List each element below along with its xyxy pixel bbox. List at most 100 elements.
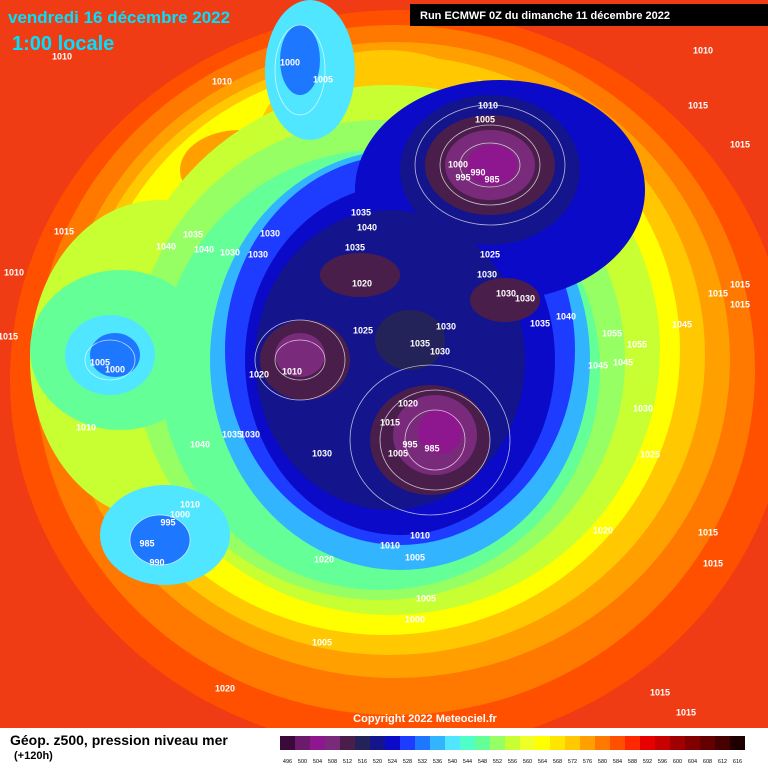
pressure-label: 1005 xyxy=(90,357,110,367)
scale-swatch xyxy=(715,736,730,750)
pressure-label: 1015 xyxy=(676,707,696,717)
pressure-label: 1035 xyxy=(345,242,365,252)
scale-swatch xyxy=(580,736,595,750)
scale-swatch xyxy=(670,736,685,750)
scale-label: 528 xyxy=(403,759,412,765)
pressure-label: 1020 xyxy=(249,369,269,379)
pressure-label: 1030 xyxy=(477,269,497,279)
pressure-label: 1030 xyxy=(240,429,260,439)
pressure-label: 1005 xyxy=(405,552,425,562)
scale-label: 532 xyxy=(418,759,427,765)
scale-label: 548 xyxy=(478,759,487,765)
legend-subtitle: (+120h) xyxy=(14,750,53,762)
pressure-label: 1000 xyxy=(448,159,468,169)
scale-swatch xyxy=(430,736,445,750)
pressure-label: 1000 xyxy=(280,57,300,67)
scale-swatch xyxy=(520,736,535,750)
pressure-label: 1020 xyxy=(314,554,334,564)
scale-swatch xyxy=(655,736,670,750)
pressure-label: 985 xyxy=(484,174,499,184)
pressure-label: 995 xyxy=(402,439,417,449)
pressure-label: 1015 xyxy=(730,139,750,149)
legend-title: Géop. z500, pression niveau mer xyxy=(10,732,228,748)
scale-label: 608 xyxy=(703,759,712,765)
pressure-label: 1025 xyxy=(640,449,660,459)
scale-label: 536 xyxy=(433,759,442,765)
pressure-label: 1005 xyxy=(475,114,495,124)
pressure-label: 1010 xyxy=(4,267,24,277)
scale-label: 504 xyxy=(313,759,322,765)
pressure-label: 995 xyxy=(160,517,175,527)
run-banner xyxy=(410,4,768,26)
pressure-label: 1055 xyxy=(602,328,622,338)
scale-label: 508 xyxy=(328,759,337,765)
scale-label: 524 xyxy=(388,759,397,765)
scale-label: 564 xyxy=(538,759,547,765)
pressure-label: 1025 xyxy=(480,249,500,259)
scale-swatch xyxy=(355,736,370,750)
scale-label: 576 xyxy=(583,759,592,765)
scale-label: 568 xyxy=(553,759,562,765)
pressure-label: 1015 xyxy=(730,279,750,289)
pressure-label: 1015 xyxy=(730,299,750,309)
scale-label: 604 xyxy=(688,759,697,765)
scale-swatch xyxy=(505,736,520,750)
scale-swatch xyxy=(385,736,400,750)
pressure-label: 1030 xyxy=(633,403,653,413)
scale-label: 572 xyxy=(568,759,577,765)
pressure-label: 1005 xyxy=(313,74,333,84)
scale-label: 560 xyxy=(523,759,532,765)
pressure-label: 1035 xyxy=(183,229,203,239)
scale-swatch xyxy=(490,736,505,750)
pressure-label: 1055 xyxy=(627,339,647,349)
pressure-label: 1020 xyxy=(215,683,235,693)
pressure-label: 1045 xyxy=(672,319,692,329)
pressure-label: 1030 xyxy=(496,288,516,298)
scale-swatch xyxy=(460,736,475,750)
scale-swatch xyxy=(340,736,355,750)
pressure-label: 1015 xyxy=(703,558,723,568)
scale-swatch xyxy=(475,736,490,750)
scale-swatch xyxy=(700,736,715,750)
pressure-label: 1040 xyxy=(357,222,377,232)
pressure-label: 1000 xyxy=(105,364,125,374)
pressure-label: 1000 xyxy=(170,509,190,519)
scale-label: 512 xyxy=(343,759,352,765)
pressure-label: 1005 xyxy=(416,593,436,603)
scale-label: 540 xyxy=(448,759,457,765)
pressure-label: 1045 xyxy=(588,360,608,370)
pressure-label: 1015 xyxy=(698,527,718,537)
scale-label: 580 xyxy=(598,759,607,765)
pressure-label: 1010 xyxy=(76,422,96,432)
scale-label: 588 xyxy=(628,759,637,765)
scale-swatch xyxy=(550,736,565,750)
scale-swatch xyxy=(415,736,430,750)
scale-label: 596 xyxy=(658,759,667,765)
pressure-label: 985 xyxy=(139,538,154,548)
pressure-label: 1040 xyxy=(156,241,176,251)
pressure-label: 1025 xyxy=(353,325,373,335)
pressure-label: 1030 xyxy=(312,448,332,458)
scale-label: 516 xyxy=(358,759,367,765)
scale-label: 496 xyxy=(283,759,292,765)
pressure-label: 1010 xyxy=(180,499,200,509)
pressure-label: 1030 xyxy=(436,321,456,331)
scale-label: 600 xyxy=(673,759,682,765)
pressure-label: 1015 xyxy=(54,226,74,236)
forecast-time: 1:00 locale xyxy=(12,33,114,55)
pressure-label: 1015 xyxy=(688,100,708,110)
pressure-label: 1015 xyxy=(0,331,18,341)
scale-swatch xyxy=(595,736,610,750)
forecast-date: vendredi 16 décembre 2022 xyxy=(8,8,230,27)
copyright: Copyright 2022 Meteociel.fr xyxy=(353,713,497,725)
pressure-label: 1015 xyxy=(708,288,728,298)
pressure-label: 1040 xyxy=(190,439,210,449)
pressure-label: 1030 xyxy=(220,247,240,257)
scale-swatch xyxy=(370,736,385,750)
pressure-label: 1010 xyxy=(693,45,713,55)
pressure-label: 1010 xyxy=(52,51,72,61)
scale-swatch xyxy=(610,736,625,750)
scale-label: 500 xyxy=(298,759,307,765)
pressure-label: 1035 xyxy=(351,207,371,217)
